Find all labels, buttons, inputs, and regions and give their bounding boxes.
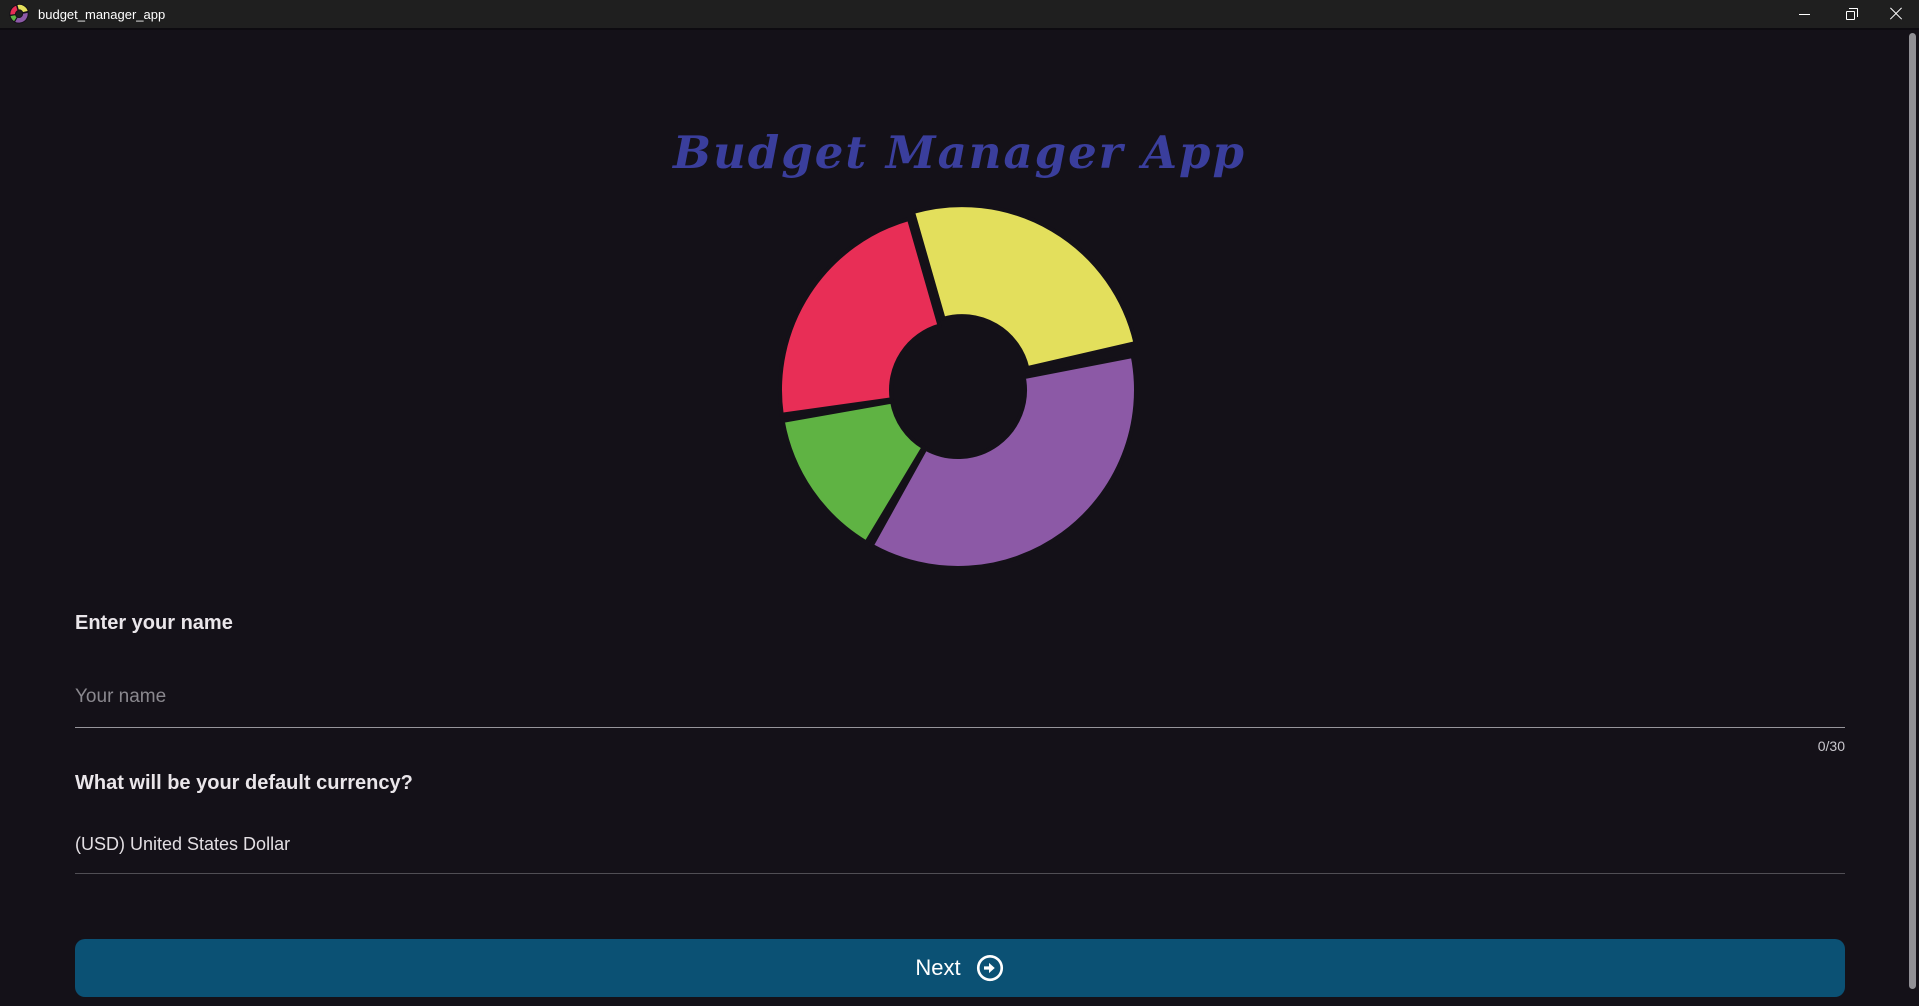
next-button[interactable]: Next bbox=[75, 939, 1845, 997]
currency-label: What will be your default currency? bbox=[75, 772, 413, 794]
name-label: Enter your name bbox=[75, 612, 233, 634]
purple-slice bbox=[868, 353, 1138, 570]
next-button-label: Next bbox=[915, 955, 961, 980]
close-icon bbox=[1889, 7, 1903, 21]
logo-donut-chart bbox=[778, 203, 1138, 570]
minimize-button[interactable] bbox=[1781, 0, 1827, 28]
app-logo-icon bbox=[9, 4, 29, 24]
window-controls bbox=[1781, 0, 1919, 28]
maximize-restore-button[interactable] bbox=[1827, 0, 1873, 28]
scrollbar-thumb[interactable] bbox=[1909, 33, 1916, 989]
currency-selected-value: (USD) United States Dollar bbox=[75, 834, 291, 854]
minimize-icon bbox=[1798, 13, 1810, 15]
arrow-right-circle-icon bbox=[976, 954, 1003, 982]
green-slice bbox=[780, 399, 927, 546]
red-slice bbox=[9, 4, 19, 16]
restore-icon bbox=[1845, 8, 1858, 20]
char-counter: 0/30 bbox=[1817, 738, 1845, 754]
name-input[interactable] bbox=[75, 682, 1845, 728]
titlebar: budget_manager_app bbox=[0, 0, 1919, 30]
yellow-slice bbox=[16, 4, 29, 14]
window-title: budget_manager_app bbox=[38, 6, 166, 22]
app-title: Budget Manager App bbox=[673, 126, 1246, 179]
close-button[interactable] bbox=[1873, 0, 1919, 28]
currency-dropdown[interactable]: (USD) United States Dollar bbox=[75, 834, 1845, 874]
red-slice bbox=[778, 216, 943, 418]
yellow-slice bbox=[910, 203, 1138, 371]
